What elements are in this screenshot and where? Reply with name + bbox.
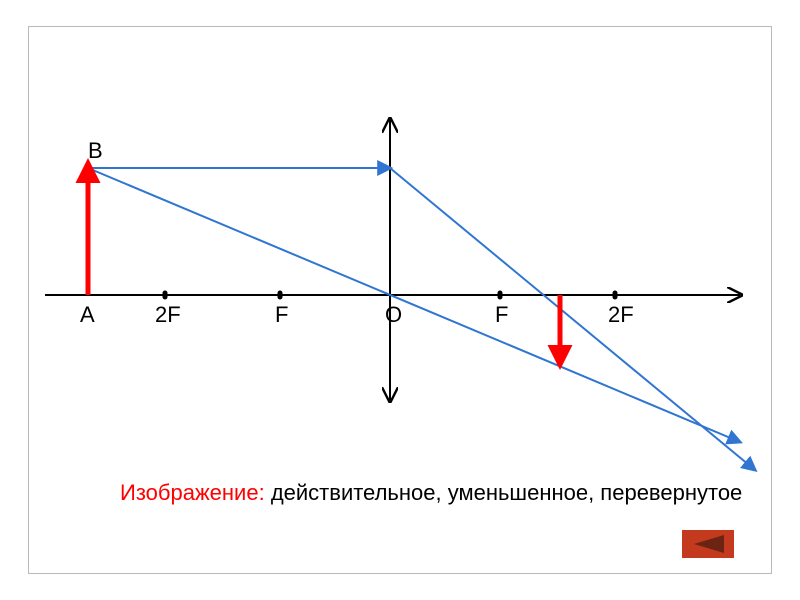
prev-slide-button[interactable] (682, 530, 734, 558)
lens-diagram (0, 0, 800, 600)
label-O: O (385, 302, 402, 328)
caption-label: Изображение: (120, 480, 265, 505)
label-2F-left: 2F (155, 302, 181, 328)
caption-description: действительное, уменьшенное, перевернуто… (265, 480, 743, 505)
label-2F-right: 2F (608, 302, 634, 328)
label-A: A (80, 302, 95, 328)
ray-through-center (88, 168, 740, 442)
label-F-right: F (495, 302, 508, 328)
label-B: B (88, 138, 103, 164)
label-F-left: F (275, 302, 288, 328)
caption: Изображение: действительное, уменьшенное… (120, 480, 742, 506)
